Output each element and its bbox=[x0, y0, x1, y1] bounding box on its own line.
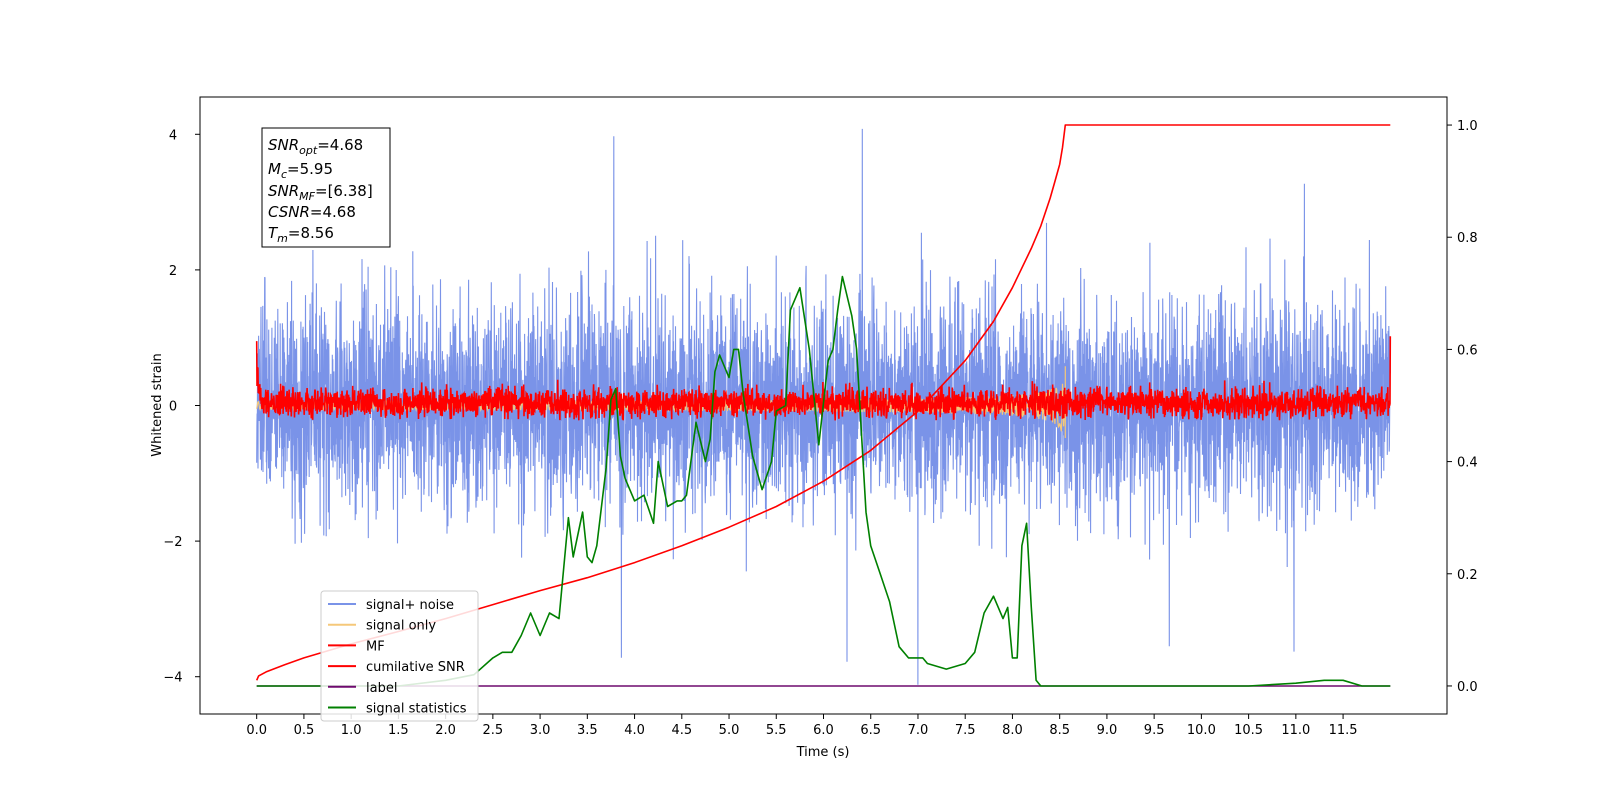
y2-tick-label: 0.2 bbox=[1457, 568, 1478, 583]
legend-frame bbox=[320, 590, 479, 722]
series-signal-noise bbox=[256, 128, 1391, 685]
x-tick-label: 5.5 bbox=[766, 723, 787, 738]
y2-tick-label: 0.8 bbox=[1457, 231, 1478, 246]
x-tick-label: 1.5 bbox=[388, 723, 409, 738]
x-tick-label: 10.5 bbox=[1234, 723, 1263, 738]
x-tick-label: 1.0 bbox=[341, 723, 362, 738]
x-tick-label: 3.0 bbox=[530, 723, 551, 738]
y-tick-label: 0 bbox=[169, 400, 177, 415]
annotation-box: SNRopt=4.68 Mc=5.95 SNRMF=[6.38] CSNR=4.… bbox=[261, 127, 391, 248]
x-tick-label: 0.5 bbox=[294, 723, 315, 738]
x-tick-label: 10.0 bbox=[1187, 723, 1216, 738]
annotation-csnr: CSNR=4.68 bbox=[268, 203, 356, 221]
legend-entry: signal+ noise bbox=[366, 598, 454, 613]
y2-tick-label: 0.4 bbox=[1457, 456, 1478, 471]
x-tick-label: 11.0 bbox=[1281, 723, 1310, 738]
legend-entry: signal only bbox=[366, 619, 436, 634]
x-axis: 0.0 0.5 1.0 1.5 2.0 2.5 3.0 3.5 4.0 4.5 5.0 5.5 6.0 6… bbox=[246, 714, 1358, 738]
x-tick-label: 11.5 bbox=[1329, 723, 1358, 738]
series-signal-statistics bbox=[256, 275, 1391, 687]
y-axis-right: 1.0 0.8 0.6 0.4 0.2 0.0 bbox=[1447, 119, 1478, 695]
x-tick-label: 7.0 bbox=[908, 723, 929, 738]
y-tick-label: 4 bbox=[169, 128, 177, 143]
legend-entry: MF bbox=[366, 639, 385, 654]
legend: signal+ noise signal only MF cumilative SNR… bbox=[320, 590, 479, 722]
x-tick-label: 9.5 bbox=[1144, 723, 1165, 738]
x-tick-label: 3.5 bbox=[577, 723, 598, 738]
x-tick-label: 9.0 bbox=[1097, 723, 1118, 738]
x-axis-label: Time (s) bbox=[796, 745, 850, 760]
y2-tick-label: 1.0 bbox=[1457, 119, 1478, 134]
x-tick-label: 4.5 bbox=[671, 723, 692, 738]
legend-entry: cumilative SNR bbox=[366, 660, 465, 675]
x-tick-label: 8.0 bbox=[1002, 723, 1023, 738]
x-tick-label: 8.5 bbox=[1049, 723, 1070, 738]
x-tick-label: 0.0 bbox=[246, 723, 267, 738]
x-tick-label: 5.0 bbox=[719, 723, 740, 738]
x-tick-label: 6.0 bbox=[813, 723, 834, 738]
annotation-tm: Tm=8.56 bbox=[268, 224, 334, 245]
y2-tick-label: 0.6 bbox=[1457, 343, 1478, 358]
x-tick-label: 6.5 bbox=[860, 723, 881, 738]
legend-entry: signal statistics bbox=[366, 702, 467, 717]
legend-entry: label bbox=[366, 681, 397, 696]
annotation-snr-opt: SNRopt=4.68 bbox=[268, 136, 363, 157]
x-tick-label: 2.5 bbox=[483, 723, 504, 738]
y-tick-label: 2 bbox=[169, 264, 177, 279]
y-tick-label: −4 bbox=[163, 671, 182, 686]
y-axis-label: Whitened strain bbox=[150, 353, 165, 456]
x-tick-label: 2.0 bbox=[435, 723, 456, 738]
y-axis-left: 4 2 0 −2 −4 bbox=[163, 128, 200, 686]
x-tick-label: 7.5 bbox=[955, 723, 976, 738]
annotation-snr-mf: SNRMF=[6.38] bbox=[268, 182, 373, 203]
annotation-mc: Mc=5.95 bbox=[268, 160, 333, 181]
annotation-frame bbox=[261, 127, 391, 248]
x-tick-label: 4.0 bbox=[624, 723, 645, 738]
y2-tick-label: 0.0 bbox=[1457, 680, 1478, 695]
y-tick-label: −2 bbox=[163, 535, 182, 550]
